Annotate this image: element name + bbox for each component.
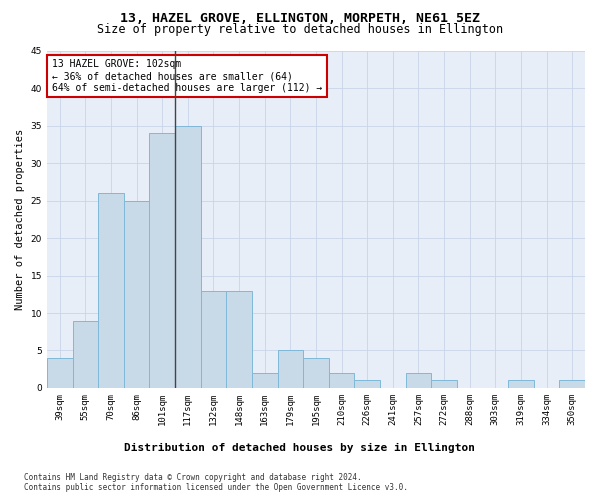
Bar [559, 380, 585, 388]
Text: Distribution of detached houses by size in Ellington: Distribution of detached houses by size … [125, 442, 476, 452]
Bar [47, 358, 73, 388]
Bar [355, 380, 380, 388]
Bar [226, 290, 252, 388]
Bar [124, 200, 149, 388]
Bar [200, 290, 226, 388]
Y-axis label: Number of detached properties: Number of detached properties [15, 129, 25, 310]
Text: 13 HAZEL GROVE: 102sqm
← 36% of detached houses are smaller (64)
64% of semi-det: 13 HAZEL GROVE: 102sqm ← 36% of detached… [52, 60, 323, 92]
Text: 13, HAZEL GROVE, ELLINGTON, MORPETH, NE61 5EZ: 13, HAZEL GROVE, ELLINGTON, MORPETH, NE6… [120, 12, 480, 26]
Bar [278, 350, 303, 388]
Bar [98, 193, 124, 388]
Bar [406, 373, 431, 388]
Bar [431, 380, 457, 388]
Bar [252, 373, 278, 388]
Text: Size of property relative to detached houses in Ellington: Size of property relative to detached ho… [97, 22, 503, 36]
Bar [149, 134, 175, 388]
Bar [73, 320, 98, 388]
Bar [329, 373, 355, 388]
Bar [303, 358, 329, 388]
Bar [175, 126, 200, 388]
Text: Contains HM Land Registry data © Crown copyright and database right 2024.
Contai: Contains HM Land Registry data © Crown c… [24, 472, 408, 492]
Bar [508, 380, 534, 388]
